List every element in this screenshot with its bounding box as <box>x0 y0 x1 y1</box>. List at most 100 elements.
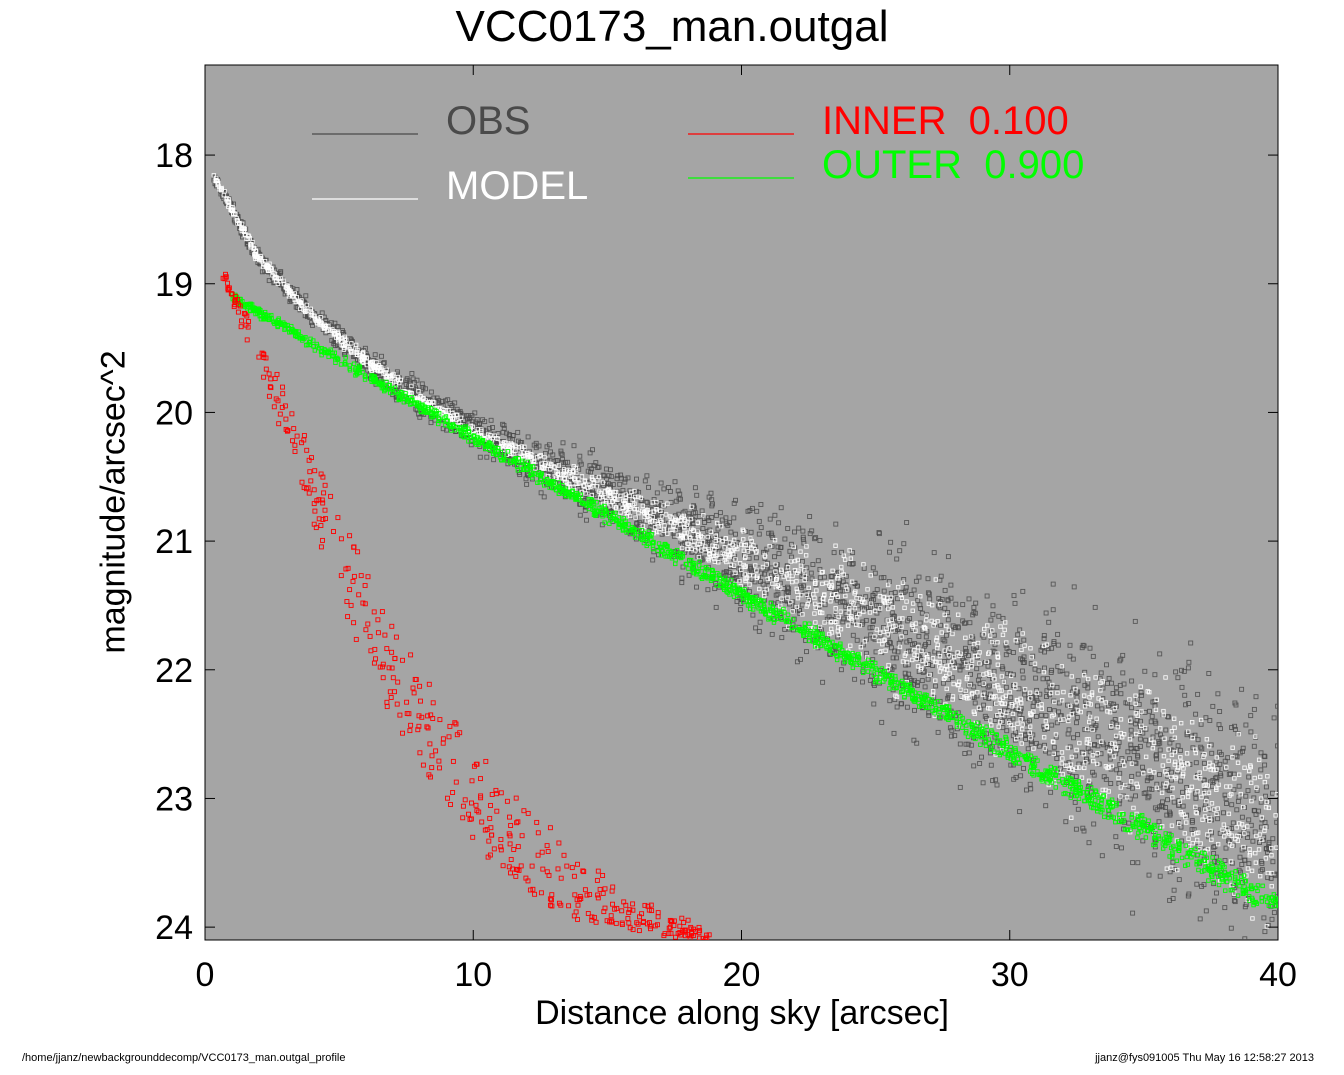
point-obs <box>1222 905 1228 911</box>
point-obs <box>461 418 467 424</box>
point-model <box>1256 847 1262 852</box>
point-model <box>1118 717 1124 722</box>
point-model <box>795 557 800 563</box>
point-obs <box>486 426 492 432</box>
point-obs <box>538 490 544 496</box>
point-model <box>790 609 795 614</box>
point-obs <box>1128 727 1134 733</box>
point-model <box>887 598 893 604</box>
point-outer <box>599 504 604 510</box>
point-obs <box>541 494 547 500</box>
point-model <box>1170 785 1175 791</box>
point-model <box>747 582 752 587</box>
point-model <box>747 573 752 578</box>
point-model <box>1259 837 1264 843</box>
point-obs <box>778 505 784 511</box>
point-obs <box>826 614 832 620</box>
point-model <box>1236 772 1242 777</box>
series-outer <box>229 291 1278 909</box>
point-model <box>1162 769 1168 774</box>
point-model <box>1122 763 1127 768</box>
point-model <box>223 197 229 202</box>
point-model <box>872 634 877 639</box>
point-obs <box>1043 803 1049 809</box>
point-obs <box>905 618 911 624</box>
point-obs <box>1261 834 1267 840</box>
point-obs <box>533 440 539 446</box>
point-model <box>937 602 943 607</box>
point-obs <box>1262 754 1268 760</box>
point-model <box>603 494 608 500</box>
point-model <box>1068 693 1073 698</box>
point-obs <box>705 528 711 534</box>
point-model <box>590 477 596 483</box>
point-obs <box>1099 853 1105 859</box>
point-obs <box>829 574 835 580</box>
point-obs <box>1215 816 1221 822</box>
point-model <box>1107 748 1112 754</box>
point-obs <box>1270 790 1275 796</box>
point-model <box>874 627 879 632</box>
point-model <box>1088 702 1093 707</box>
point-outer <box>436 418 441 424</box>
point-obs <box>1167 740 1173 746</box>
point-outer <box>1193 846 1198 852</box>
point-model <box>1061 689 1066 695</box>
point-model <box>985 623 990 628</box>
point-obs <box>950 623 956 629</box>
point-outer <box>1100 807 1105 813</box>
point-obs <box>1246 817 1252 823</box>
point-obs <box>692 485 698 491</box>
point-outer <box>1199 850 1205 855</box>
point-outer <box>1239 874 1244 880</box>
point-obs <box>634 476 639 482</box>
point-model <box>1137 729 1142 734</box>
point-model <box>950 631 955 637</box>
point-model <box>1207 760 1212 766</box>
point-model <box>754 549 759 554</box>
point-obs <box>765 560 771 566</box>
point-model <box>278 276 283 281</box>
point-obs <box>812 536 818 542</box>
point-model <box>995 713 1000 718</box>
point-model <box>1169 729 1175 734</box>
point-model <box>847 605 852 611</box>
point-obs <box>1246 861 1252 867</box>
point-model <box>868 601 874 606</box>
point-model <box>1154 697 1159 702</box>
point-obs <box>1012 600 1018 606</box>
point-obs <box>1043 713 1049 719</box>
point-model <box>1176 821 1182 826</box>
point-obs <box>1118 691 1124 697</box>
point-model <box>665 531 670 536</box>
point-model <box>458 415 464 420</box>
point-obs <box>1237 854 1243 860</box>
point-obs <box>625 475 631 481</box>
point-outer <box>632 535 638 540</box>
point-obs <box>803 638 809 643</box>
point-obs <box>958 664 964 670</box>
point-obs <box>792 529 797 535</box>
point-obs <box>1140 838 1146 844</box>
point-obs <box>957 741 963 747</box>
point-model <box>1169 823 1175 828</box>
point-obs <box>1186 701 1192 706</box>
point-model <box>1082 704 1088 709</box>
point-model <box>838 609 843 614</box>
point-model <box>1001 679 1007 684</box>
point-obs <box>1217 830 1223 836</box>
point-model <box>528 451 533 457</box>
point-obs <box>990 603 996 609</box>
point-model <box>967 682 972 688</box>
point-obs <box>1155 739 1161 745</box>
point-model <box>594 484 600 489</box>
point-obs <box>792 545 798 551</box>
point-obs <box>501 422 507 428</box>
point-model <box>255 256 260 262</box>
point-obs <box>731 500 737 506</box>
point-obs <box>1072 799 1078 805</box>
point-model <box>767 576 773 581</box>
point-model <box>951 681 956 687</box>
point-model <box>912 647 917 653</box>
point-model <box>762 554 768 559</box>
